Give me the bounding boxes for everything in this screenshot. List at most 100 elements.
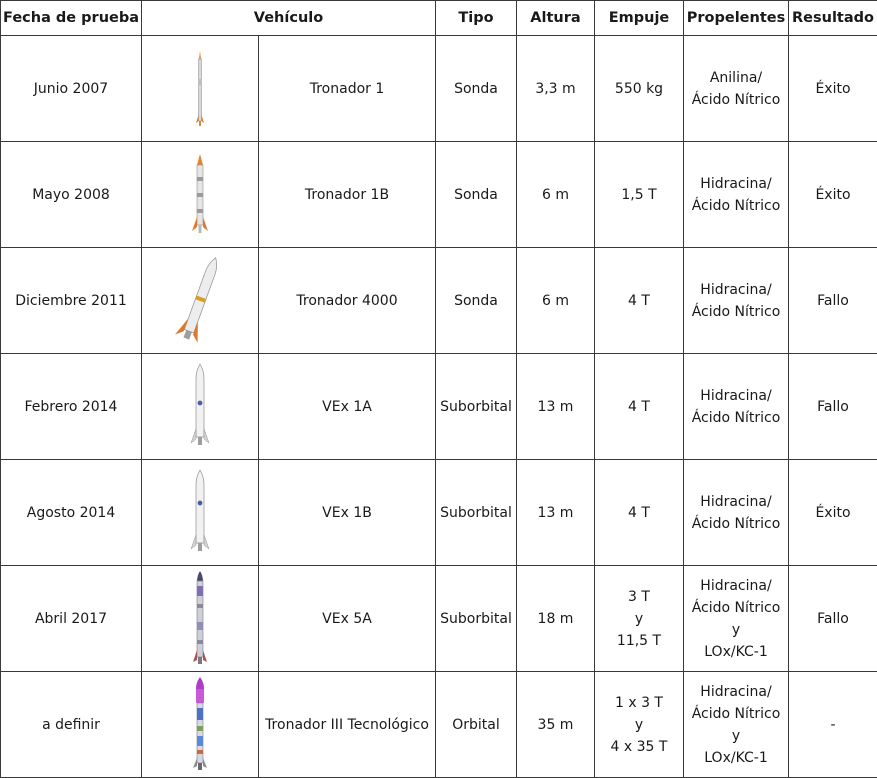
height-cell: 3,3 m — [516, 35, 595, 142]
type-cell: Sonda — [435, 247, 517, 354]
propellants-cell: Hidracina/ Ácido Nítrico — [683, 247, 789, 354]
date-cell: Febrero 2014 — [0, 353, 142, 460]
propellant-line: Hidracina/ — [700, 387, 772, 404]
header-thrust: Empuje — [594, 0, 684, 36]
tronador-1-rocket-icon — [196, 50, 204, 126]
result-cell: Éxito — [788, 459, 877, 566]
thrust-line: 4 T — [628, 504, 650, 521]
header-date: Fecha de prueba — [0, 0, 142, 36]
propellant-line: Hidracina/ — [700, 175, 772, 192]
thrust-cell: 1,5 T — [594, 141, 684, 248]
propellants-cell: Hidracina/ Ácido Nítrico y LOx/KC-1 — [683, 565, 789, 672]
type-cell: Suborbital — [435, 353, 517, 460]
header-height: Altura — [516, 0, 595, 36]
propellant-line: Ácido Nítrico — [691, 599, 781, 616]
date-cell: Agosto 2014 — [0, 459, 142, 566]
rocket-image-cell — [141, 565, 259, 672]
propellant-line: y — [731, 621, 741, 638]
type-cell: Sonda — [435, 141, 517, 248]
vehicle-name-cell: Tronador 1 — [258, 35, 436, 142]
propellant-line: Ácido Nítrico — [691, 303, 781, 320]
header-propellants: Propelentes — [683, 0, 789, 36]
propellant-line: y — [731, 727, 741, 744]
header-type: Tipo — [435, 0, 517, 36]
vehicle-name-cell: VEx 1A — [258, 353, 436, 460]
header-row: Fecha de prueba Vehículo Tipo Altura Emp… — [0, 0, 877, 36]
thrust-cell: 3 T y 11,5 T — [594, 565, 684, 672]
height-cell: 6 m — [516, 141, 595, 248]
type-cell: Suborbital — [435, 459, 517, 566]
vehicle-name-cell: VEx 1B — [258, 459, 436, 566]
date-cell: a definir — [0, 671, 142, 778]
table-row: Abril 2017 VEx 5A Suborbital 18 m 3 — [0, 565, 877, 672]
propellant-line: Hidracina/ — [700, 493, 772, 510]
rocket-image-cell — [141, 247, 259, 354]
propellant-line: Hidracina/ — [700, 683, 772, 700]
height-cell: 6 m — [516, 247, 595, 354]
thrust-line: 1 x 3 T — [614, 694, 663, 711]
propellant-line: Ácido Nítrico — [691, 91, 781, 108]
result-cell: Fallo — [788, 565, 877, 672]
thrust-line: y — [634, 716, 644, 733]
date-cell: Abril 2017 — [0, 565, 142, 672]
propellant-line: Ácido Nítrico — [691, 409, 781, 426]
type-cell: Sonda — [435, 35, 517, 142]
height-cell: 35 m — [516, 671, 595, 778]
thrust-cell: 4 T — [594, 353, 684, 460]
propellants-cell: Hidracina/ Ácido Nítrico — [683, 141, 789, 248]
thrust-cell: 550 kg — [594, 35, 684, 142]
type-cell: Suborbital — [435, 565, 517, 672]
thrust-line: 4 x 35 T — [610, 738, 668, 755]
date-cell: Diciembre 2011 — [0, 247, 142, 354]
thrust-line: 4 T — [628, 292, 650, 309]
rocket-image-cell — [141, 35, 259, 142]
propellant-line: Hidracina/ — [700, 577, 772, 594]
propellants-cell: Anilina/ Ácido Nítrico — [683, 35, 789, 142]
vex-5a-rocket-icon — [193, 570, 207, 664]
date-cell: Mayo 2008 — [0, 141, 142, 248]
vehicle-name-cell: Tronador 4000 — [258, 247, 436, 354]
rocket-image-cell — [141, 353, 259, 460]
header-result: Resultado — [788, 0, 877, 36]
type-cell: Orbital — [435, 671, 517, 778]
result-cell: - — [788, 671, 877, 778]
result-cell: Fallo — [788, 353, 877, 460]
propellant-line: Ácido Nítrico — [691, 705, 781, 722]
rocket-image-cell — [141, 459, 259, 566]
vex-1b-rocket-icon — [190, 468, 210, 551]
propellant-line: Anilina/ — [709, 69, 763, 86]
thrust-line: 11,5 T — [616, 632, 662, 649]
table-row: Mayo 2008 Tronador 1B Sonda 6 m 1,5 T — [0, 141, 877, 248]
result-cell: Éxito — [788, 35, 877, 142]
table-row: Diciembre 2011 Tronador 4000 Sonda 6 m 4… — [0, 247, 877, 354]
result-cell: Éxito — [788, 141, 877, 248]
thrust-line: 3 T — [628, 588, 650, 605]
height-cell: 13 m — [516, 353, 595, 460]
thrust-line: 1,5 T — [621, 186, 657, 203]
vehicle-name-cell: Tronador III Tecnológico — [258, 671, 436, 778]
propellant-line: LOx/KC-1 — [704, 643, 768, 660]
tronador-4000-rocket-icon — [175, 256, 217, 343]
propellants-cell: Hidracina/ Ácido Nítrico — [683, 459, 789, 566]
propellant-line: Ácido Nítrico — [691, 197, 781, 214]
propellants-cell: Hidracina/ Ácido Nítrico y LOx/KC-1 — [683, 671, 789, 778]
table-row: Febrero 2014 VEx 1A Suborbital 13 m 4 T … — [0, 353, 877, 460]
tronador-1b-rocket-icon — [192, 153, 208, 233]
propellant-line: LOx/KC-1 — [704, 749, 768, 766]
thrust-cell: 1 x 3 T y 4 x 35 T — [594, 671, 684, 778]
vehicle-name-cell: Tronador 1B — [258, 141, 436, 248]
table-row: Agosto 2014 VEx 1B Suborbital 13 m 4 T H… — [0, 459, 877, 566]
height-cell: 18 m — [516, 565, 595, 672]
result-cell: Fallo — [788, 247, 877, 354]
thrust-line: y — [634, 610, 644, 627]
vex-1a-rocket-icon — [190, 362, 210, 445]
height-cell: 13 m — [516, 459, 595, 566]
date-cell: Junio 2007 — [0, 35, 142, 142]
header-vehicle: Vehículo — [141, 0, 436, 36]
rocket-image-cell — [141, 141, 259, 248]
propellants-cell: Hidracina/ Ácido Nítrico — [683, 353, 789, 460]
table-row: Junio 2007 Tronador 1 Sonda 3,3 m 550 kg… — [0, 35, 877, 142]
thrust-line: 4 T — [628, 398, 650, 415]
rocket-image-cell — [141, 671, 259, 778]
thrust-cell: 4 T — [594, 459, 684, 566]
